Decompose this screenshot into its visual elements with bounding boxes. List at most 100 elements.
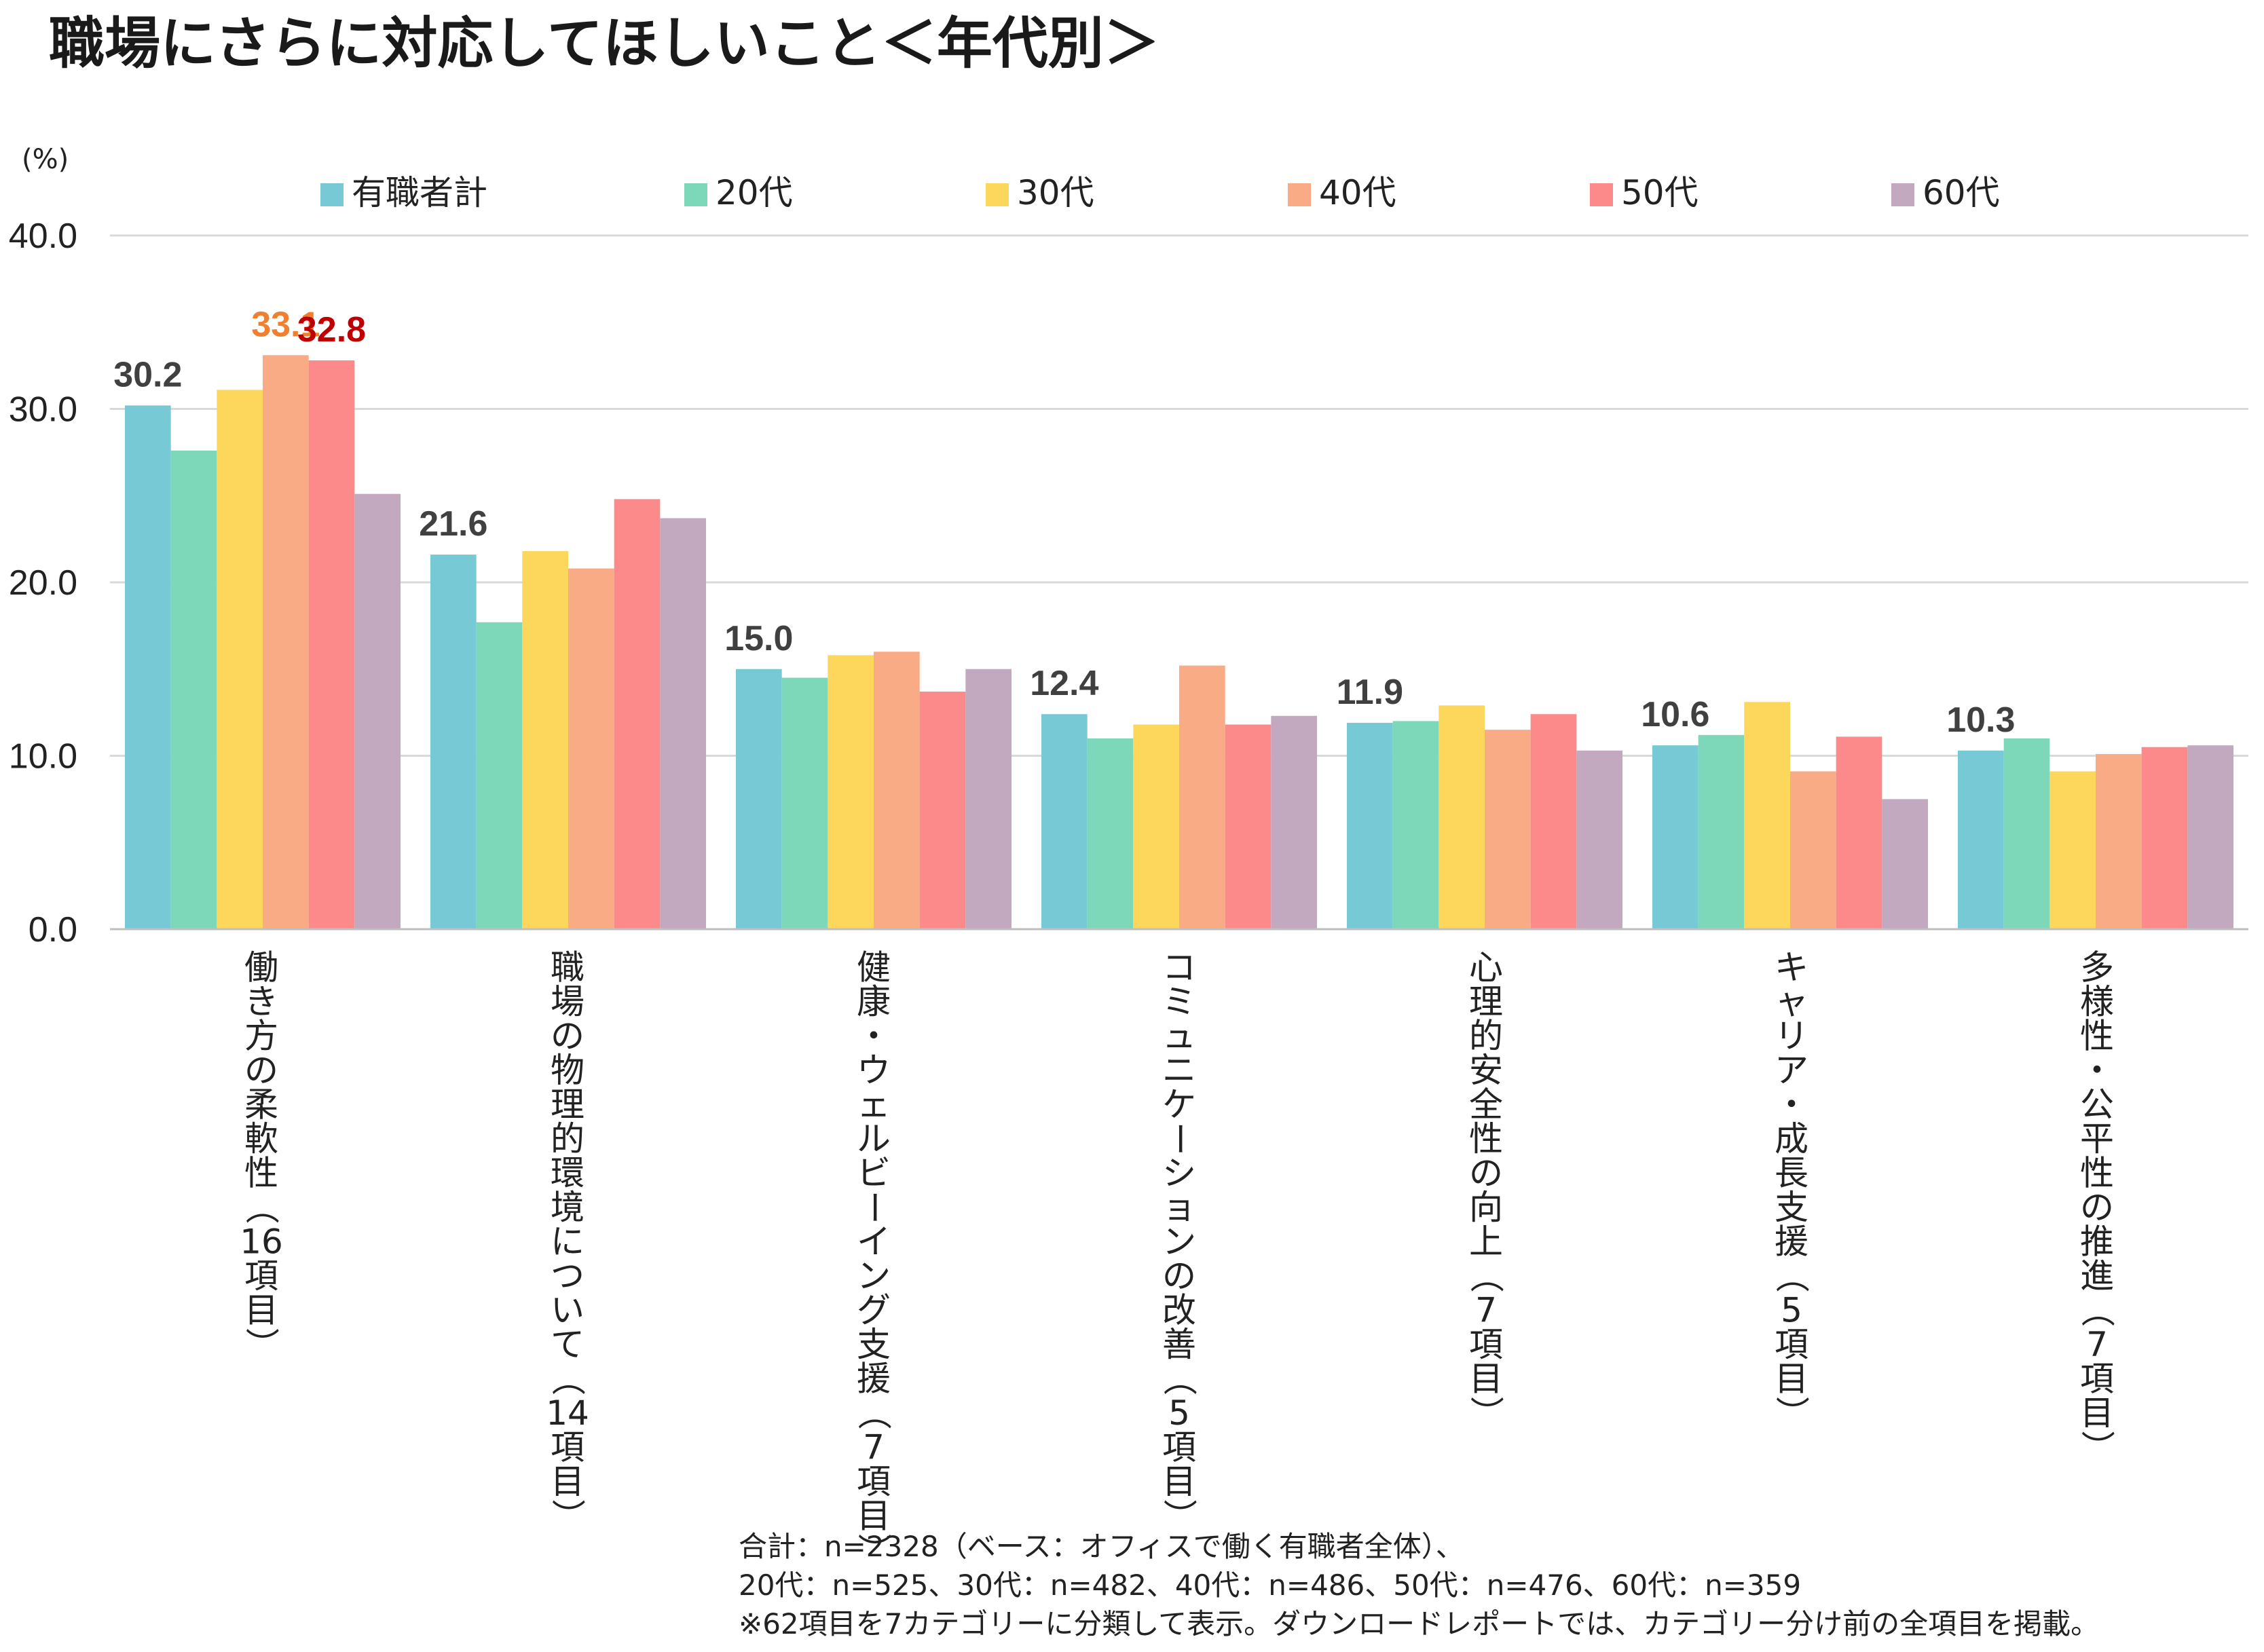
svg-text:項: 項 — [1775, 1325, 1808, 1364]
legend-swatch — [1590, 183, 1613, 206]
svg-text:（: （ — [1466, 1259, 1506, 1293]
svg-text:理: 理 — [1469, 982, 1503, 1021]
legend-label: 30代 — [1017, 173, 1094, 212]
svg-text:の: の — [2080, 1188, 2114, 1227]
svg-text:に: に — [551, 1222, 584, 1261]
bar — [170, 450, 217, 929]
bar — [1225, 724, 1272, 929]
svg-text:シ: シ — [1162, 1153, 1196, 1193]
chart-title: 職場にさらに対応してほしいこと＜年代別＞ — [49, 12, 1159, 76]
legend-swatch — [1891, 183, 1914, 206]
y-tick-label: 30.0 — [9, 390, 77, 430]
bar — [568, 568, 614, 929]
svg-text:14: 14 — [546, 1393, 589, 1433]
svg-text:つ: つ — [551, 1256, 584, 1296]
footnotes: 合計：n=2328（ベース：オフィスで働く有職者全体）、 20代：n=525、3… — [739, 1530, 2099, 1640]
data-label: 30.2 — [113, 355, 182, 394]
svg-text:目: 目 — [1469, 1359, 1503, 1398]
svg-text:安: 安 — [1469, 1051, 1503, 1090]
svg-text:5: 5 — [1168, 1393, 1190, 1433]
y-axis-ticks: 0.0 10.0 20.0 30.0 40.0 — [9, 217, 77, 950]
y-axis-unit: (%) — [22, 144, 69, 175]
svg-text:性: 性 — [2080, 1016, 2114, 1055]
svg-text:柔: 柔 — [244, 1085, 278, 1124]
data-label: 10.6 — [1641, 695, 1709, 734]
y-tick-label: 0.0 — [29, 910, 77, 950]
svg-text:グ: グ — [857, 1290, 891, 1330]
bar — [1958, 750, 2004, 929]
data-label: 11.9 — [1337, 673, 1403, 712]
svg-text:・: ・ — [857, 1016, 891, 1055]
svg-text:目: 目 — [244, 1290, 278, 1330]
svg-text:目: 目 — [1162, 1462, 1196, 1501]
note-line-1: 合計：n=2328（ベース：オフィスで働く有職者全体）、 — [739, 1530, 1464, 1563]
bar — [1271, 715, 1317, 929]
svg-text:ン: ン — [857, 1256, 891, 1296]
y-tick-label: 20.0 — [9, 563, 77, 603]
svg-text:支: 支 — [857, 1325, 891, 1364]
legend-label: 20代 — [716, 173, 793, 212]
svg-text:（: （ — [1159, 1362, 1199, 1395]
svg-text:的: 的 — [1469, 1016, 1503, 1055]
svg-text:目: 目 — [1775, 1359, 1808, 1398]
svg-text:項: 項 — [551, 1427, 584, 1467]
bar — [660, 518, 706, 929]
svg-text:7: 7 — [863, 1427, 885, 1467]
svg-text:項: 項 — [857, 1462, 891, 1501]
bar — [1530, 714, 1577, 929]
svg-text:（: （ — [1772, 1259, 1811, 1293]
bar — [1133, 724, 1179, 929]
svg-text:性: 性 — [1469, 1119, 1503, 1159]
svg-text:多: 多 — [2080, 947, 2114, 987]
svg-text:理: 理 — [551, 1085, 584, 1124]
svg-text:コ: コ — [1162, 947, 1196, 987]
legend-swatch — [1288, 183, 1311, 206]
data-label: 12.4 — [1030, 664, 1098, 703]
svg-text:全: 全 — [1469, 1085, 1503, 1124]
svg-text:7: 7 — [1475, 1290, 1497, 1330]
svg-text:ュ: ュ — [1162, 1016, 1196, 1055]
svg-text:ミ: ミ — [1162, 982, 1196, 1021]
svg-text:項: 項 — [1469, 1325, 1503, 1364]
svg-text:）: ） — [1159, 1499, 1199, 1533]
svg-text:目: 目 — [551, 1462, 584, 1501]
svg-text:の: の — [1162, 1256, 1196, 1296]
svg-text:健: 健 — [857, 947, 891, 987]
svg-text:支: 支 — [1775, 1188, 1808, 1227]
svg-text:ン: ン — [1162, 1222, 1196, 1261]
svg-text:軟: 軟 — [244, 1119, 278, 1159]
note-line-3: ※62項目を7カテゴリーに分類して表示。ダウンロードレポートでは、カテゴリー分け… — [739, 1607, 2099, 1640]
y-tick-label: 10.0 — [9, 737, 77, 776]
svg-text:）: ） — [1466, 1396, 1506, 1430]
svg-text:の: の — [244, 1051, 278, 1090]
legend-swatch — [684, 183, 707, 206]
bar — [1439, 705, 1485, 929]
bar — [2141, 747, 2188, 929]
svg-text:・: ・ — [1775, 1085, 1808, 1124]
bar — [1790, 771, 1836, 929]
bar — [2003, 738, 2050, 929]
svg-text:成: 成 — [1775, 1119, 1808, 1159]
svg-text:改: 改 — [1162, 1290, 1196, 1330]
svg-text:進: 進 — [2080, 1256, 2114, 1296]
svg-text:援: 援 — [1775, 1222, 1808, 1261]
legend-label: 60代 — [1923, 173, 2000, 212]
svg-text:心: 心 — [1469, 947, 1503, 987]
legend-label: 40代 — [1319, 173, 1396, 212]
svg-text:の: の — [551, 1016, 584, 1055]
bar — [354, 493, 401, 929]
svg-text:ル: ル — [857, 1119, 891, 1159]
bar — [919, 691, 966, 929]
svg-text:・: ・ — [2080, 1051, 2114, 1090]
svg-text:ニ: ニ — [1162, 1051, 1196, 1090]
svg-text:援: 援 — [857, 1359, 891, 1398]
svg-text:の: の — [1469, 1153, 1503, 1193]
svg-text:目: 目 — [857, 1496, 891, 1535]
svg-text:ー: ー — [1159, 1122, 1199, 1156]
svg-text:働: 働 — [244, 947, 278, 987]
